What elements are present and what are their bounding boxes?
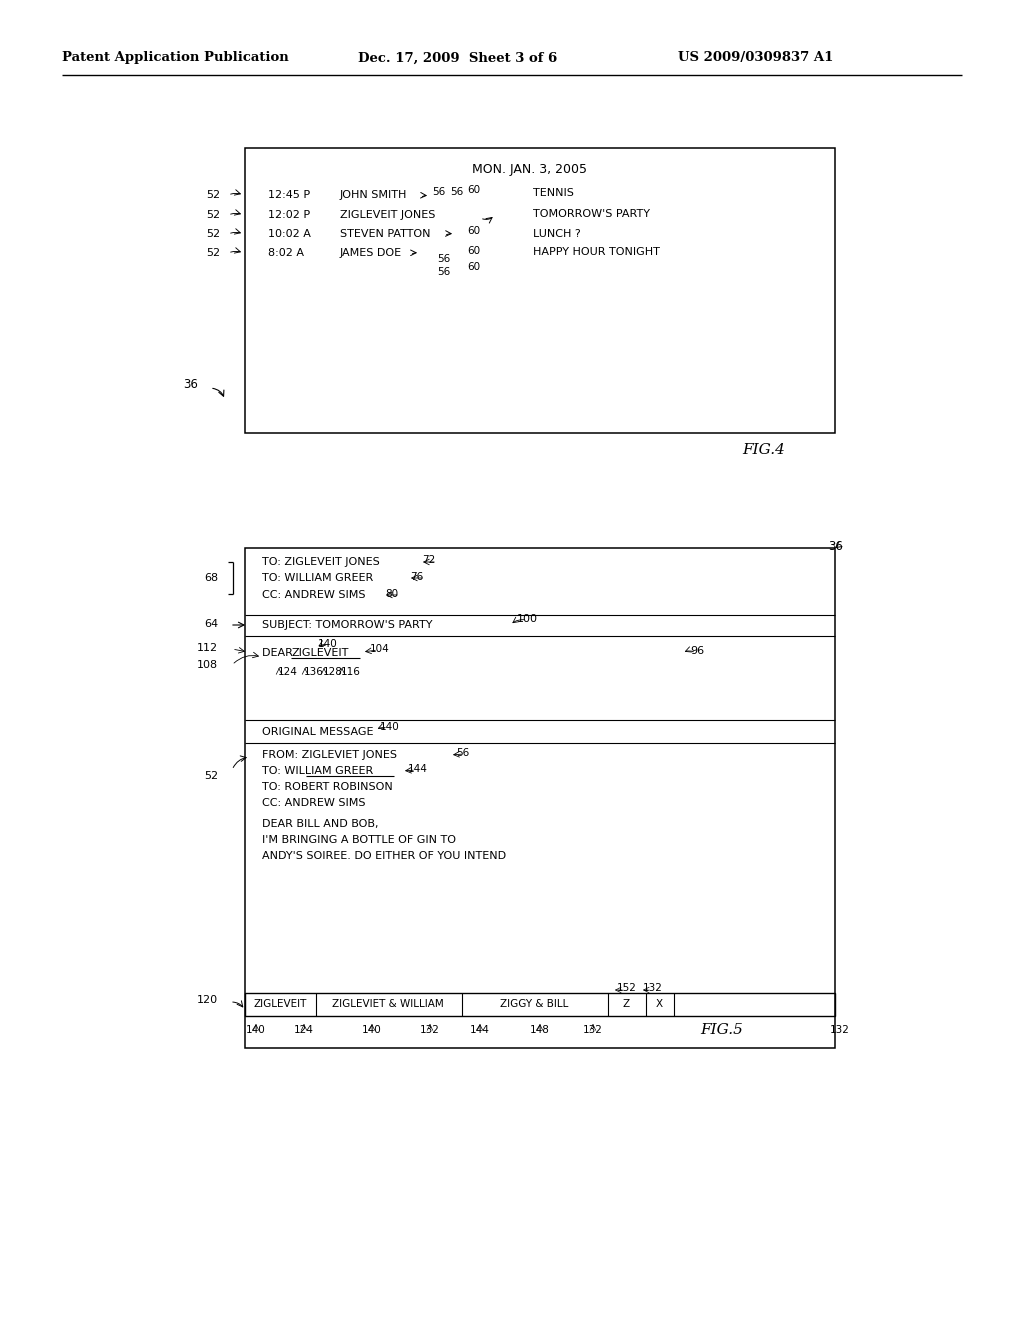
Text: ORIGINAL MESSAGE: ORIGINAL MESSAGE [262, 727, 374, 737]
Text: 36: 36 [828, 540, 843, 553]
Text: I'M BRINGING A BOTTLE OF GIN TO: I'M BRINGING A BOTTLE OF GIN TO [262, 836, 456, 845]
Text: 52: 52 [206, 228, 220, 239]
Text: CC: ANDREW SIMS: CC: ANDREW SIMS [262, 590, 366, 601]
Bar [245, 993, 835, 1016]
Text: 60: 60 [467, 226, 480, 236]
Text: 56: 56 [450, 187, 463, 197]
Text: TO: ROBERT ROBINSON: TO: ROBERT ROBINSON [262, 781, 393, 792]
Text: 124: 124 [294, 1026, 314, 1035]
Text: LUNCH ?: LUNCH ? [534, 228, 581, 239]
Text: 128: 128 [323, 667, 343, 677]
Bar [245, 548, 835, 1048]
Text: 60: 60 [467, 261, 480, 272]
Text: US 2009/0309837 A1: US 2009/0309837 A1 [678, 51, 834, 65]
Text: ZIGLEVIET & WILLIAM: ZIGLEVIET & WILLIAM [332, 999, 443, 1008]
Text: Z: Z [623, 999, 630, 1008]
Text: 152: 152 [617, 983, 637, 993]
Text: 56: 56 [432, 187, 445, 197]
Text: 56: 56 [437, 253, 451, 264]
Text: 36: 36 [183, 379, 198, 392]
Text: 132: 132 [830, 1026, 850, 1035]
Text: TO: WILLIAM GREER: TO: WILLIAM GREER [262, 573, 374, 583]
Text: 52: 52 [206, 190, 220, 201]
Text: 52: 52 [206, 248, 220, 257]
Text: HAPPY HOUR TONIGHT: HAPPY HOUR TONIGHT [534, 247, 659, 257]
Bar [245, 148, 835, 433]
Text: ZIGGY & BILL: ZIGGY & BILL [500, 999, 568, 1008]
Text: 140: 140 [380, 722, 399, 733]
Text: 68: 68 [204, 573, 218, 583]
Text: 80: 80 [385, 589, 398, 599]
Text: 64: 64 [204, 619, 218, 630]
Text: 132: 132 [583, 1026, 603, 1035]
Text: 100: 100 [517, 614, 538, 624]
Text: 124: 124 [278, 667, 298, 677]
Text: 132: 132 [643, 983, 663, 993]
Text: Dec. 17, 2009  Sheet 3 of 6: Dec. 17, 2009 Sheet 3 of 6 [358, 51, 557, 65]
Text: FROM: ZIGLEVIET JONES: FROM: ZIGLEVIET JONES [262, 750, 397, 760]
Text: 76: 76 [410, 572, 423, 582]
Text: 96: 96 [690, 645, 705, 656]
Text: 56: 56 [437, 267, 451, 277]
Text: TO: ZIGLEVEIT JONES: TO: ZIGLEVEIT JONES [262, 557, 380, 568]
Text: TO: WILLIAM GREER: TO: WILLIAM GREER [262, 766, 374, 776]
Text: 120: 120 [197, 995, 218, 1005]
Text: JOHN SMITH: JOHN SMITH [340, 190, 408, 201]
Text: TENNIS: TENNIS [534, 187, 573, 198]
Text: DEAR: DEAR [262, 648, 300, 657]
Text: 60: 60 [467, 246, 480, 256]
Text: 10:02 A: 10:02 A [268, 228, 311, 239]
Text: STEVEN PATTON: STEVEN PATTON [340, 228, 430, 239]
Text: 136: 136 [304, 667, 324, 677]
Text: TOMORROW'S PARTY: TOMORROW'S PARTY [534, 209, 650, 219]
Text: CC: ANDREW SIMS: CC: ANDREW SIMS [262, 799, 366, 808]
Text: MON. JAN. 3, 2005: MON. JAN. 3, 2005 [472, 164, 588, 177]
Text: FIG.4: FIG.4 [742, 444, 784, 457]
Text: 60: 60 [467, 185, 480, 195]
Text: ZIGLEVEIT: ZIGLEVEIT [253, 999, 306, 1008]
Text: 104: 104 [370, 644, 390, 653]
Text: JAMES DOE: JAMES DOE [340, 248, 402, 257]
Text: 52: 52 [204, 771, 218, 781]
Text: 148: 148 [530, 1026, 550, 1035]
Text: FIG.5: FIG.5 [700, 1023, 742, 1038]
Text: 144: 144 [408, 764, 428, 774]
Text: X: X [655, 999, 663, 1008]
Text: 140: 140 [318, 639, 338, 649]
Text: 56: 56 [456, 748, 469, 758]
Text: SUBJECT: TOMORROW'S PARTY: SUBJECT: TOMORROW'S PARTY [262, 620, 432, 630]
Text: 116: 116 [341, 667, 360, 677]
Text: 108: 108 [197, 660, 218, 671]
Text: 140: 140 [246, 1026, 266, 1035]
Text: Patent Application Publication: Patent Application Publication [62, 51, 289, 65]
Text: 52: 52 [206, 210, 220, 220]
Text: 8:02 A: 8:02 A [268, 248, 304, 257]
Text: 140: 140 [362, 1026, 382, 1035]
Text: 132: 132 [420, 1026, 440, 1035]
Text: 12:45 P: 12:45 P [268, 190, 310, 201]
Text: 12:02 P: 12:02 P [268, 210, 310, 220]
Text: DEAR BILL AND BOB,: DEAR BILL AND BOB, [262, 818, 379, 829]
Text: ZIGLEVEIT JONES: ZIGLEVEIT JONES [340, 210, 435, 220]
Text: ANDY'S SOIREE. DO EITHER OF YOU INTEND: ANDY'S SOIREE. DO EITHER OF YOU INTEND [262, 851, 506, 861]
Text: 112: 112 [197, 643, 218, 653]
Text: 72: 72 [422, 554, 435, 565]
Text: ZIGLEVEIT: ZIGLEVEIT [292, 648, 349, 657]
Text: 144: 144 [470, 1026, 489, 1035]
